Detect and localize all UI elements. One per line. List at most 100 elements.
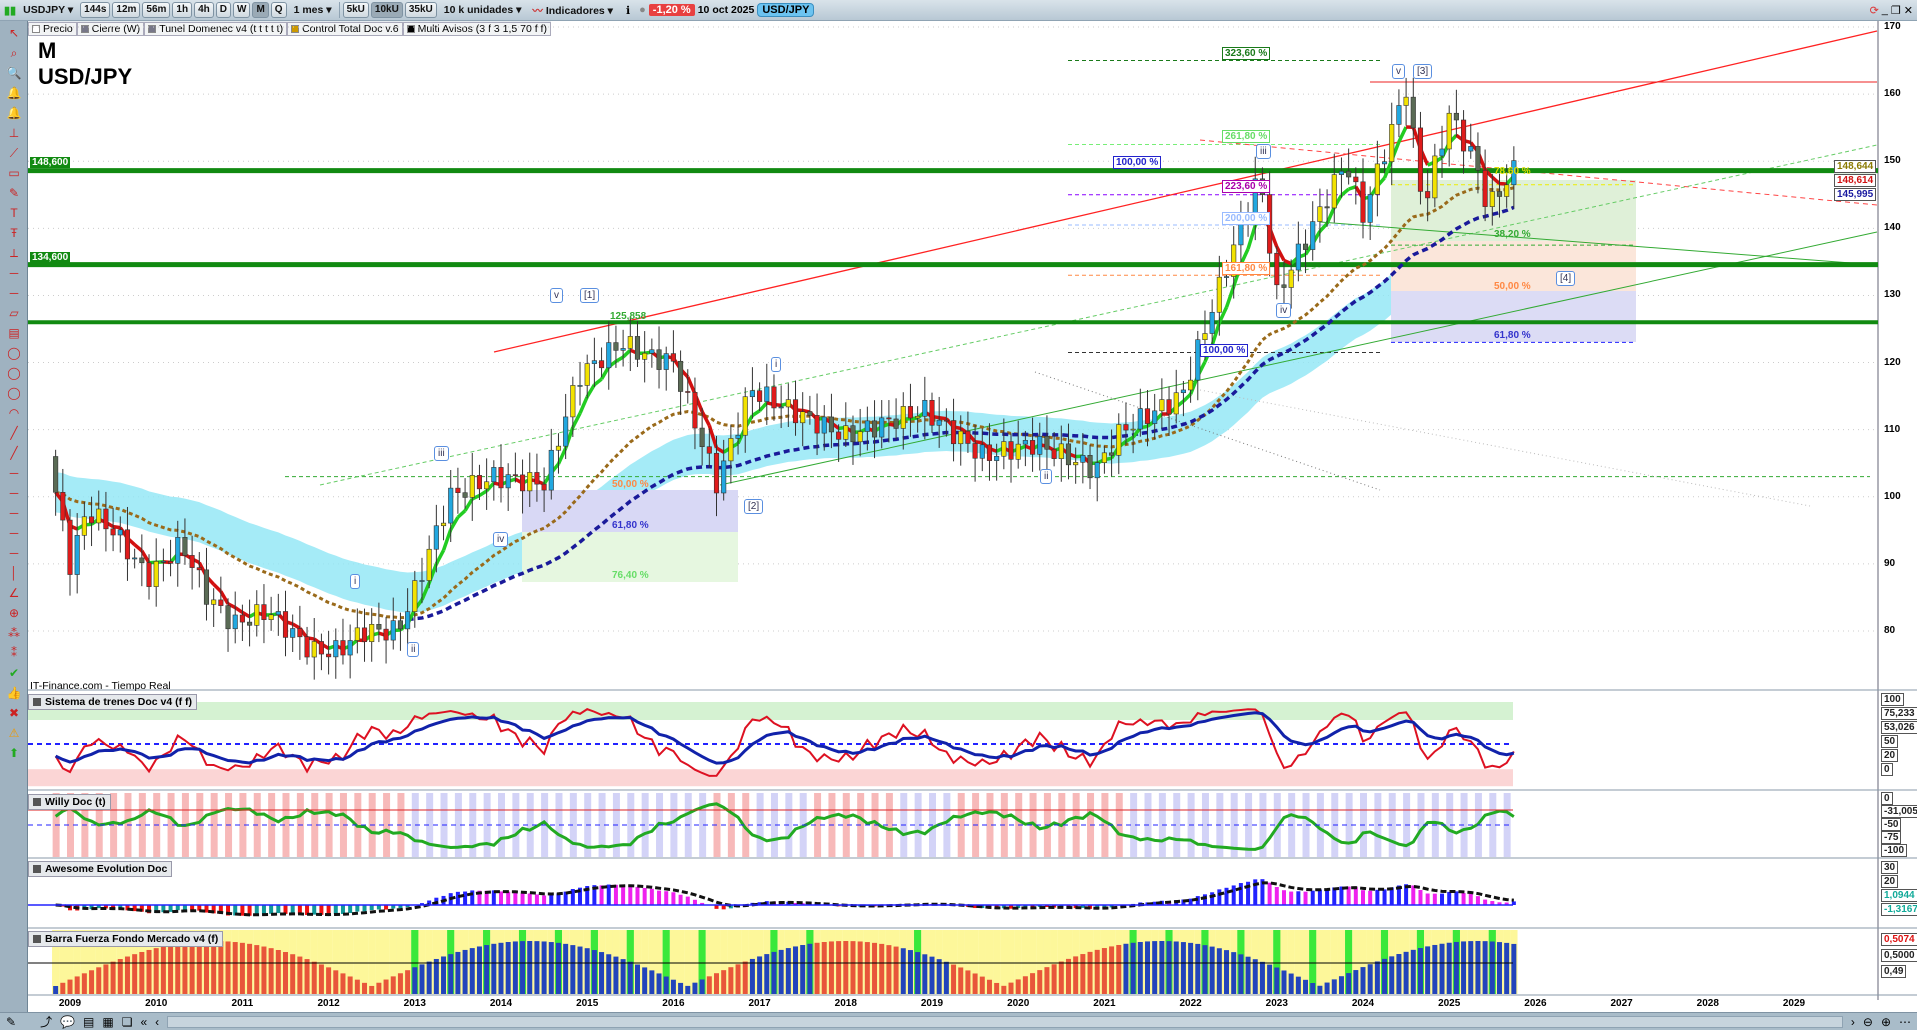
chat-icon[interactable]: 💬 [60, 1014, 76, 1029]
pair-badge[interactable]: USD/JPY [757, 3, 815, 17]
tool-ellipse3-icon[interactable]: ◯ [7, 386, 21, 400]
restore-icon[interactable]: ❐ [1890, 4, 1901, 17]
zoom-out-icon[interactable]: ⊖ [1862, 1014, 1873, 1029]
indicators-button[interactable]: 〰 Indicadores ▾ [532, 4, 613, 17]
tool-axis-icon[interactable]: ⊥ [8, 126, 20, 140]
tool-abc-icon[interactable]: ⁑ [11, 646, 17, 660]
units-35kU[interactable]: 35kU [404, 2, 437, 18]
units-10kU[interactable]: 10kU [370, 2, 403, 18]
window-icon[interactable]: ❏ [121, 1014, 133, 1029]
tool-text-icon[interactable]: T [10, 206, 18, 220]
tool-rect-icon[interactable]: ▭ [8, 166, 20, 180]
share-icon[interactable]: ⤴ [40, 1015, 53, 1029]
candle [706, 428, 712, 468]
tool-line-icon[interactable]: ─ [9, 266, 19, 280]
tool-target-icon[interactable]: ⊕ [8, 606, 20, 620]
timeframe-W[interactable]: W [233, 2, 251, 18]
tool-check-icon[interactable]: ✔ [8, 666, 20, 680]
market-strength-bar [1432, 944, 1438, 994]
candle-body [505, 474, 511, 489]
tool-pencil-icon[interactable]: ✎ [8, 186, 20, 200]
units-select[interactable]: 10 k unidades ▾ [443, 4, 522, 16]
report-icon[interactable]: ▤ [83, 1014, 95, 1029]
tool-ellipse-icon[interactable]: ◯ [7, 346, 21, 360]
tool-line2-icon[interactable]: ─ [9, 286, 19, 300]
tool-zoom-area-icon[interactable]: 🔍 [6, 66, 22, 80]
tool-text2-icon[interactable]: Ŧ [10, 226, 18, 240]
tool-arrow-up-icon[interactable]: ⬆ [8, 746, 20, 760]
candle [462, 478, 468, 509]
minimize-icon[interactable]: _ [1881, 4, 1888, 16]
close-icon[interactable]: ✕ [1903, 4, 1913, 17]
ao-bar [1210, 892, 1215, 905]
units-5kU[interactable]: 5kU [342, 2, 369, 18]
timeframe-D[interactable]: D [215, 2, 231, 18]
timeframe-Q[interactable]: Q [270, 2, 287, 18]
market-strength-bar [275, 949, 281, 994]
legend-item[interactable]: Tunel Domenec v4 (t t t t t) [144, 21, 288, 36]
tool-ellipse2-icon[interactable]: ◯ [7, 366, 21, 380]
timeframe-56m[interactable]: 56m [142, 2, 171, 18]
tool-trend-icon[interactable]: ⟋ [9, 146, 19, 160]
panel-header[interactable]: Willy Doc (t) [28, 794, 111, 810]
symbol-select[interactable]: USDJPY ▾ [23, 4, 74, 16]
tool-thumb-icon[interactable]: 👍 [6, 686, 22, 700]
tool-x-icon[interactable]: ✖ [8, 706, 20, 720]
panel-tick: 20 [1881, 875, 1899, 888]
tool-arc-icon[interactable]: ◠ [8, 406, 20, 420]
tool-alert-icon[interactable]: 🔔 [6, 86, 22, 100]
change-badge: -1,20 % [648, 4, 695, 16]
timeframe-144s[interactable]: 144s [80, 2, 111, 18]
candle-body [950, 420, 957, 445]
year-label: 2017 [748, 998, 771, 1009]
market-strength-bar [1324, 982, 1330, 994]
candle-body [1425, 191, 1431, 199]
sync-icon[interactable]: ⟳ [1869, 4, 1879, 17]
rewind-icon[interactable]: « [140, 1014, 148, 1029]
tool-bell-icon[interactable]: 🔔 [6, 106, 22, 120]
scroll-right-icon[interactable]: › [1850, 1014, 1855, 1029]
tool-channel-icon[interactable]: ▤ [8, 326, 20, 340]
candle [1496, 173, 1503, 218]
tool-vline-icon[interactable]: │ [10, 566, 18, 580]
info-icon[interactable]: ℹ [625, 4, 631, 17]
tool-fib-icon[interactable]: ⁂ [8, 626, 20, 640]
timeframe-1h[interactable]: 1h [172, 2, 193, 18]
tool-line4-icon[interactable]: ╱ [10, 446, 18, 460]
scroll-left-icon[interactable]: ‹ [155, 1014, 160, 1029]
timeframe-M[interactable]: M [252, 2, 269, 18]
panel-header[interactable]: Awesome Evolution Doc [28, 861, 173, 877]
tool-line3-icon[interactable]: ╱ [10, 426, 18, 440]
tool-hline-icon[interactable]: ─ [9, 466, 19, 480]
tool-ruler2-icon[interactable]: ▱ [9, 306, 19, 320]
timeframe-4h[interactable]: 4h [194, 2, 214, 18]
more-icon[interactable]: ⋯ [1899, 1014, 1911, 1029]
panel-header[interactable]: Barra Fuerza Fondo Mercado v4 (f) [28, 931, 224, 947]
draw-icon[interactable]: ✎ [6, 1014, 17, 1029]
layout-icon[interactable]: ▦ [102, 1014, 114, 1029]
candle-body [871, 420, 878, 438]
tool-angle-icon[interactable]: ∠ [8, 586, 20, 600]
tool-warn-icon[interactable]: ⚠ [8, 726, 20, 740]
tool-hline5-icon[interactable]: ─ [9, 546, 19, 560]
period-select[interactable]: 1 mes ▾ [293, 4, 332, 16]
tool-cursor-icon[interactable]: ↖ [8, 26, 20, 40]
timeframe-12m[interactable]: 12m [112, 2, 141, 18]
tool-hline4-icon[interactable]: ─ [9, 526, 19, 540]
tunnel-line-segment [686, 376, 697, 395]
legend-item[interactable]: Multi Avisos (3 f 3 1,5 70 f f) [402, 21, 551, 36]
tool-hline3-icon[interactable]: ─ [9, 506, 19, 520]
candle [175, 520, 181, 587]
horizontal-scrollbar[interactable] [167, 1015, 1843, 1028]
legend-item[interactable]: Precio [28, 21, 77, 36]
tool-ruler-icon[interactable]: ⟂ [9, 246, 18, 260]
tool-zoom-icon[interactable]: ⌕ [10, 46, 18, 60]
panel-header[interactable]: Sistema de trenes Doc v4 (f f) [28, 694, 198, 710]
legend-item[interactable]: Cierre (W) [76, 21, 145, 36]
tool-hline2-icon[interactable]: ─ [9, 486, 19, 500]
candle-body [713, 452, 720, 494]
legend-item[interactable]: Control Total Doc v.6 [287, 21, 403, 36]
zoom-in-icon[interactable]: ⊕ [1880, 1014, 1891, 1029]
candle-body [599, 360, 605, 369]
